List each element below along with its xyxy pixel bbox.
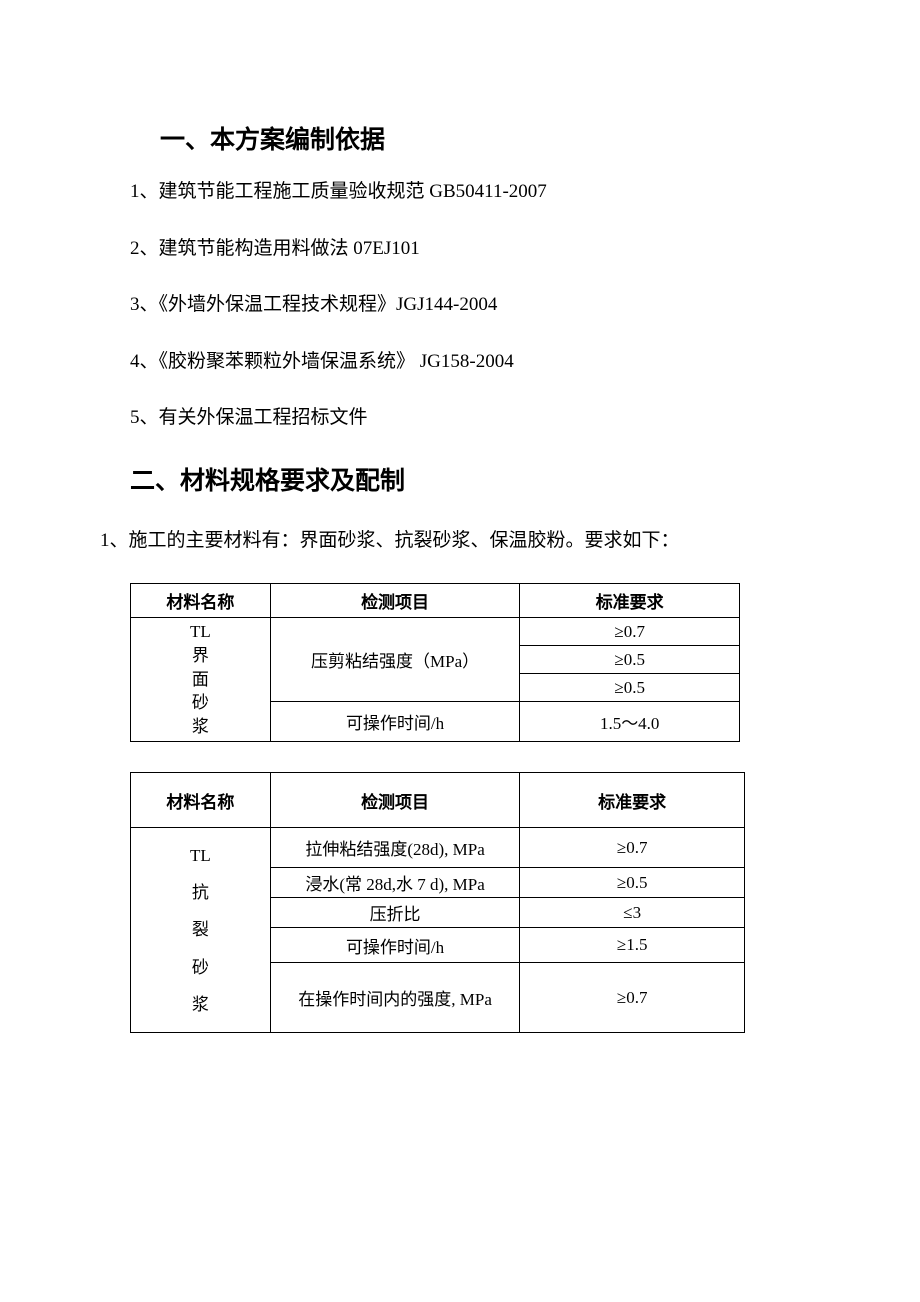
material-name-part: TL [190,846,211,865]
table2-req: ≥0.7 [520,828,745,868]
material-name-part: 浆 [192,995,209,1014]
table2-header-row: 材料名称 检测项目 标准要求 [131,773,745,828]
table2: 材料名称 检测项目 标准要求 TL 抗 裂 砂 浆 拉伸粘结强度(28d), M… [130,772,745,1033]
table2-req: ≥1.5 [520,928,745,963]
table2-col-header: 检测项目 [270,773,520,828]
section2-heading: 二、材料规格要求及配制 [130,461,820,497]
table1-header-row: 材料名称 检测项目 标准要求 [131,584,740,618]
table2-req: ≥0.7 [520,963,745,1033]
table1-test: 可操作时间/h [270,702,520,742]
section1-item: 5、有关外保温工程招标文件 [130,404,820,433]
table2-col-header: 材料名称 [131,773,271,828]
material-name-part: 砂 [192,693,209,712]
material-name-part: 裂 [192,920,209,939]
table2-test: 在操作时间内的强度, MPa [270,963,520,1033]
table1-req: ≥0.5 [520,674,740,702]
section1-item: 4、《胶粉聚苯颗粒外墙保温系统》 JG158-2004 [130,348,820,377]
section1-heading: 一、本方案编制依据 [160,120,820,156]
table1-material-name: TL 界 面 砂 浆 [131,618,271,742]
material-name-part: 抗 [192,883,209,902]
section1-item: 1、建筑节能工程施工质量验收规范 GB50411-2007 [130,178,820,207]
material-name-part: 砂 [192,958,209,977]
table2-row: TL 抗 裂 砂 浆 拉伸粘结强度(28d), MPa ≥0.7 [131,828,745,868]
table2-test: 压折比 [270,898,520,928]
table1-col-header: 检测项目 [270,584,520,618]
table1-row: TL 界 面 砂 浆 压剪粘结强度（MPa） ≥0.7 [131,618,740,646]
section1-item: 3、《外墙外保温工程技术规程》JGJ144-2004 [130,291,820,320]
table2-test: 浸水(常 28d,水 7 d), MPa [270,868,520,898]
section1-item: 2、建筑节能构造用料做法 07EJ101 [130,235,820,264]
table1-test: 压剪粘结强度（MPa） [270,618,520,702]
table2-req: ≥0.5 [520,868,745,898]
table2-test: 可操作时间/h [270,928,520,963]
table1-col-header: 材料名称 [131,584,271,618]
table2-material-name: TL 抗 裂 砂 浆 [131,828,271,1033]
material-name-part: TL [190,622,211,641]
material-name-part: 面 [192,670,209,689]
table2-test: 拉伸粘结强度(28d), MPa [270,828,520,868]
table2-req: ≤3 [520,898,745,928]
table2-col-header: 标准要求 [520,773,745,828]
table1: 材料名称 检测项目 标准要求 TL 界 面 砂 浆 压剪粘结强度（MPa） ≥0… [130,583,740,742]
table1-req: ≥0.5 [520,646,740,674]
section2-intro: 1、施工的主要材料有：界面砂浆、抗裂砂浆、保温胶粉。要求如下： [100,527,820,556]
material-name-part: 浆 [192,717,209,736]
table1-col-header: 标准要求 [520,584,740,618]
table1-req: ≥0.7 [520,618,740,646]
table1-req: 1.5～4.0 [520,702,740,742]
material-name-part: 界 [192,646,209,665]
